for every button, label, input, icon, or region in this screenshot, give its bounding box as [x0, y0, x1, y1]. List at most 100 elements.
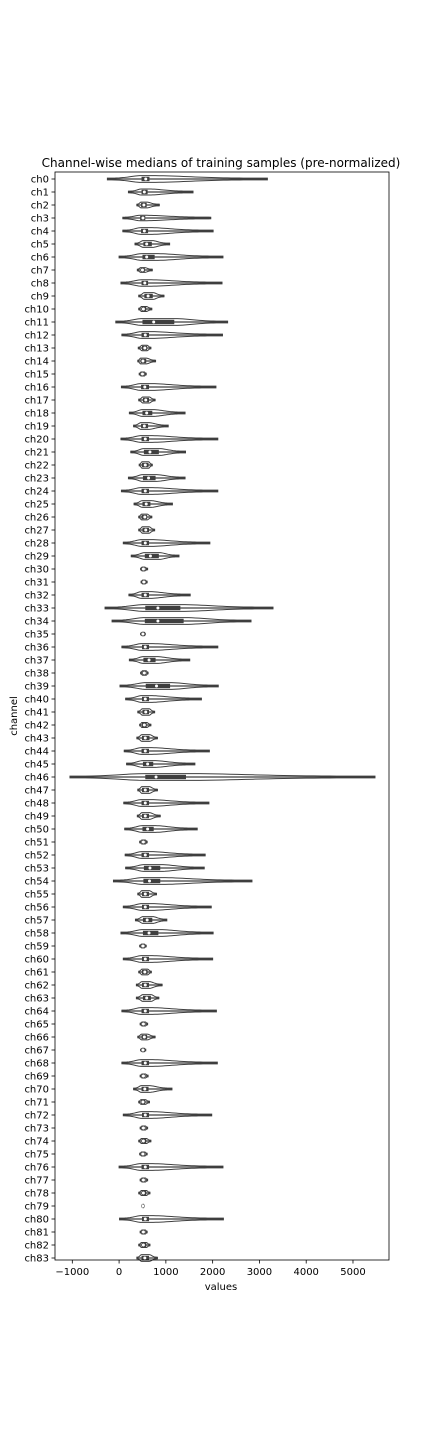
violin-ch29	[130, 552, 180, 560]
y-tick-label: ch57	[24, 916, 49, 927]
violin-ch73	[139, 1125, 149, 1131]
y-tick-label: ch33	[24, 604, 49, 615]
violin-ch35	[140, 631, 146, 637]
y-tick-label: ch69	[24, 1072, 49, 1083]
median-marker	[143, 736, 147, 740]
y-tick-label: ch68	[24, 1059, 49, 1070]
y-tick-label: ch36	[24, 643, 49, 654]
iqr-box	[142, 254, 155, 260]
y-tick-label: ch45	[24, 760, 49, 771]
median-marker	[143, 983, 147, 987]
violin-ch40	[125, 695, 202, 703]
y-tick-label: ch64	[24, 1007, 49, 1018]
y-tick-label: ch28	[24, 539, 49, 550]
violin-ch17	[138, 396, 156, 404]
median-marker	[141, 1178, 145, 1182]
median-marker	[141, 1048, 145, 1052]
median-marker	[152, 320, 156, 324]
violin-ch59	[139, 943, 147, 949]
violin-ch15	[138, 371, 147, 377]
y-tick-label: ch78	[24, 1189, 49, 1200]
y-tick-label: ch55	[24, 890, 49, 901]
median-marker	[143, 957, 147, 961]
violin-ch69	[139, 1073, 149, 1079]
median-marker	[143, 1256, 147, 1260]
y-tick-label: ch5	[31, 240, 49, 251]
violin-ch61	[138, 968, 152, 976]
median-marker	[143, 593, 147, 597]
violin-ch78	[138, 1189, 151, 1197]
y-axis-ticks: ch0 ch1 ch2 ch3 ch4 ch5 ch6 ch7 ch8 ch9 ch10 ch11 ch…	[24, 175, 55, 1265]
median-marker	[141, 840, 145, 844]
y-tick-label: ch49	[24, 812, 49, 823]
y-tick-label: ch82	[24, 1241, 49, 1252]
median-marker	[143, 1113, 147, 1117]
median-marker	[143, 905, 147, 909]
y-tick-label: ch62	[24, 981, 49, 992]
median-marker	[143, 697, 147, 701]
median-marker	[145, 411, 149, 415]
y-tick-label: ch48	[24, 799, 49, 810]
violin-ch63	[135, 994, 160, 1002]
median-marker	[142, 580, 146, 584]
violin-ch55	[137, 890, 158, 898]
violin-ch56	[122, 903, 212, 911]
iqr-box	[143, 878, 161, 884]
violin-ch6	[118, 253, 224, 261]
violin-ch26	[138, 513, 153, 521]
median-marker	[146, 294, 150, 298]
violin-ch65	[139, 1021, 149, 1027]
violin-ch31	[140, 579, 148, 585]
violin-ch18	[128, 409, 186, 417]
violin-ch60	[122, 955, 214, 963]
y-tick-label: ch6	[31, 253, 49, 264]
violin-ch42	[139, 721, 152, 729]
y-tick-label: ch53	[24, 864, 49, 875]
median-marker	[143, 853, 147, 857]
y-tick-label: ch71	[24, 1098, 49, 1109]
violin-ch75	[139, 1151, 148, 1157]
y-tick-label: ch65	[24, 1020, 49, 1031]
median-marker	[148, 554, 152, 558]
y-tick-label: ch44	[24, 747, 49, 758]
violin-ch49	[136, 812, 161, 820]
median-marker	[143, 749, 147, 753]
y-tick-label: ch38	[24, 669, 49, 680]
median-marker	[142, 203, 146, 207]
median-marker	[156, 606, 160, 610]
x-tick-label: 0	[116, 1267, 122, 1278]
y-tick-label: ch30	[24, 565, 49, 576]
y-tick-label: ch13	[24, 344, 49, 355]
median-marker	[143, 463, 147, 467]
violin-ch57	[134, 916, 168, 924]
violin-ch70	[133, 1085, 173, 1093]
median-marker	[141, 1204, 145, 1208]
violin-ch71	[138, 1099, 150, 1105]
iqr-box	[142, 319, 175, 325]
y-tick-label: ch19	[24, 422, 49, 433]
violin-ch32	[128, 591, 191, 599]
violin-ch48	[123, 799, 210, 807]
y-tick-label: ch79	[24, 1202, 49, 1213]
median-marker	[142, 190, 146, 194]
y-tick-label: ch1	[31, 188, 49, 199]
violin-ch8	[120, 279, 223, 287]
y-tick-label: ch3	[31, 214, 49, 225]
y-tick-label: ch46	[24, 773, 49, 784]
y-tick-label: ch54	[24, 877, 49, 888]
violin-ch28	[122, 539, 211, 547]
y-tick-label: ch27	[24, 526, 49, 537]
y-tick-label: ch26	[24, 513, 49, 524]
median-marker	[143, 515, 147, 519]
median-marker	[141, 1139, 145, 1143]
median-marker	[143, 333, 147, 337]
violin-ch13	[137, 344, 152, 352]
iqr-box	[144, 618, 184, 624]
x-tick-label: 5000	[340, 1267, 365, 1278]
y-tick-label: ch23	[24, 474, 49, 485]
median-marker	[143, 489, 147, 493]
y-axis-label: channel	[9, 696, 20, 736]
y-tick-label: ch75	[24, 1150, 49, 1161]
median-marker	[141, 1152, 145, 1156]
